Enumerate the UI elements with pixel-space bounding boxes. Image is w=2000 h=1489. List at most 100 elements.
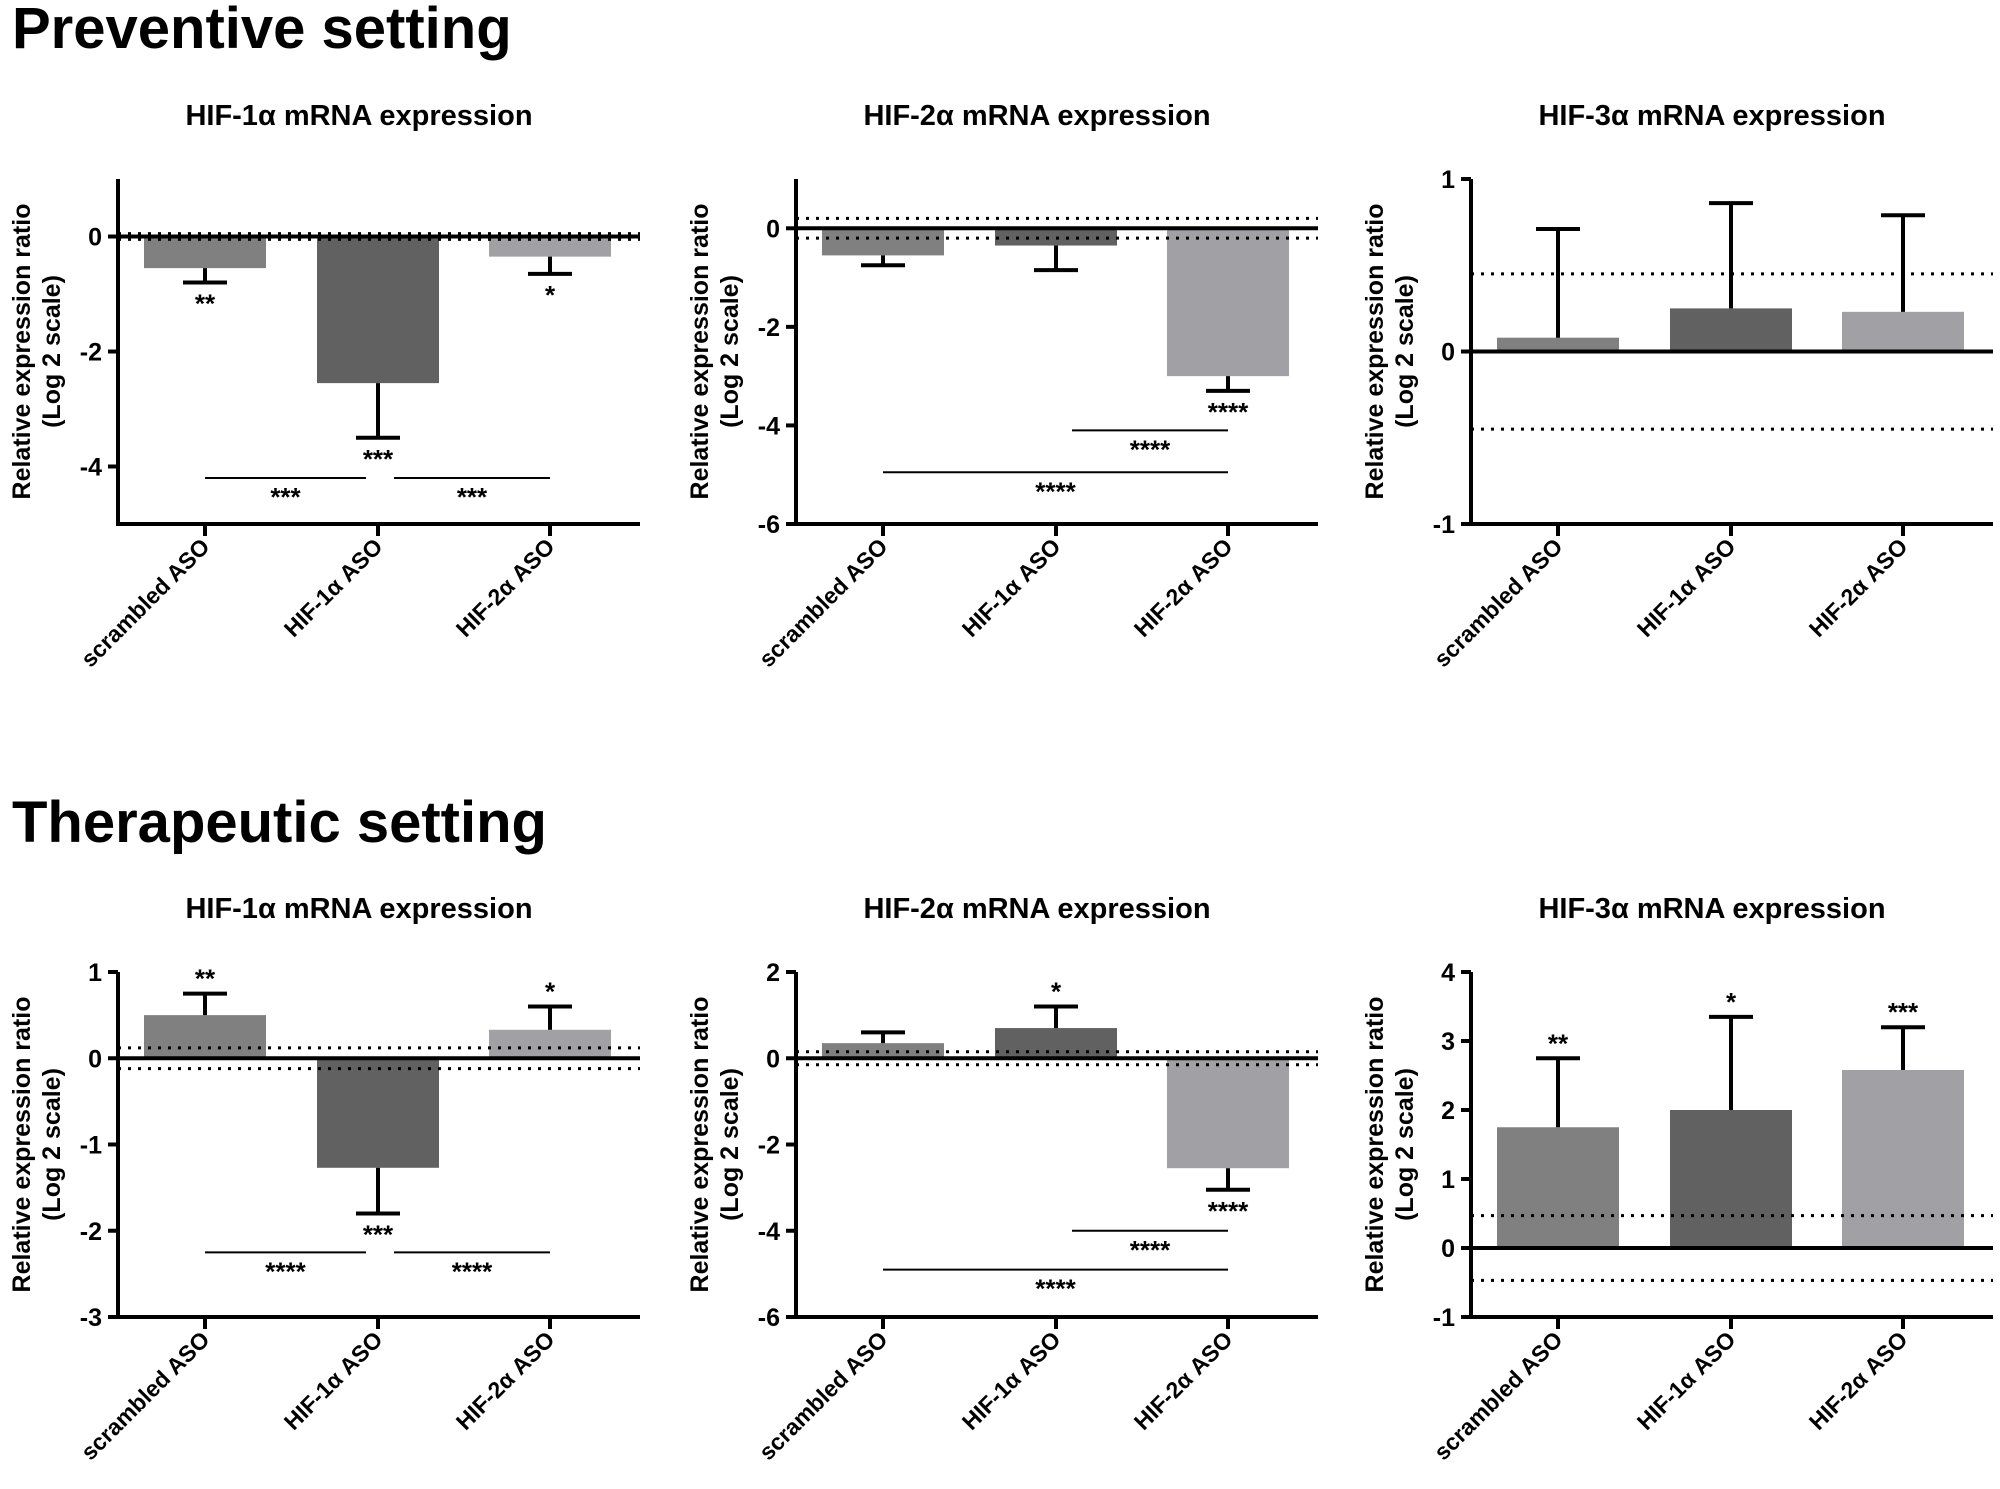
section-title-preventive: Preventive setting [12,0,512,61]
bar [1497,337,1619,352]
y-axis-label-line: (Log 2 scale) [1391,1068,1419,1221]
y-axis-label-line: Relative expression ratio [686,204,714,500]
y-axis-label-line: Relative expression ratio [8,997,36,1293]
x-tick-label: scrambled ASO [76,533,215,672]
chart-title: HIF-1α mRNA expression [185,100,532,132]
y-tick-label: -6 [758,1304,780,1332]
y-axis-label: Relative expression ratio(Log 2 scale) [8,204,66,500]
comparison-significance: **** [1130,434,1171,464]
x-tick-label: scrambled ASO [76,1326,215,1465]
y-axis-label-line: Relative expression ratio [1361,997,1389,1293]
comparison-significance: *** [457,482,488,512]
y-axis-label-line: (Log 2 scale) [716,1068,744,1221]
y-tick-label: -2 [80,1218,102,1246]
chart-title: HIF-1α mRNA expression [185,893,532,925]
y-tick-label: 0 [88,224,102,252]
bar [489,1029,611,1059]
y-tick-label: -2 [758,1132,780,1160]
x-tick-label: HIF-2α ASO [451,533,560,642]
bar [144,236,266,269]
comparison-significance: *** [270,482,301,512]
y-tick-label: 0 [766,1045,780,1073]
y-tick-label: 0 [88,1045,102,1073]
bar [489,236,611,257]
y-axis-label-line: (Log 2 scale) [38,275,66,428]
x-tick-label: HIF-1α ASO [957,1326,1066,1435]
chart-title: HIF-3α mRNA expression [1538,100,1885,132]
x-tick-label: HIF-1α ASO [279,1326,388,1435]
significance-label: ** [195,289,216,319]
chart-title: HIF-2α mRNA expression [863,100,1210,132]
significance-label: *** [363,1220,394,1250]
y-axis-label-line: Relative expression ratio [686,997,714,1293]
significance-label: ** [195,964,216,994]
significance-label: **** [1208,397,1249,427]
bar [1167,1058,1289,1169]
chart-5: HIF-2α mRNA expression Relative expressio… [686,893,1318,1465]
y-axis-label-line: (Log 2 scale) [716,275,744,428]
significance-label: **** [1208,1196,1249,1226]
x-tick-label: HIF-1α ASO [279,533,388,642]
bar [1167,228,1289,377]
bar [317,1058,439,1168]
section-title-therapeutic: Therapeutic setting [12,790,547,855]
y-tick-label: 0 [766,215,780,243]
bar [144,1015,266,1059]
y-tick-label: 0 [1441,1235,1455,1263]
significance-label: * [545,977,556,1007]
y-tick-label: 2 [1441,1097,1455,1125]
y-axis-label: Relative expression ratio(Log 2 scale) [8,997,66,1293]
y-axis-label: Relative expression ratio(Log 2 scale) [686,204,744,500]
y-tick-label: 3 [1441,1028,1455,1056]
x-tick-label: scrambled ASO [754,533,893,672]
chart-title: HIF-3α mRNA expression [1538,893,1885,925]
y-axis-label-line: Relative expression ratio [1361,204,1389,500]
y-axis-label: Relative expression ratio(Log 2 scale) [1361,997,1419,1293]
y-axis-label: Relative expression ratio(Log 2 scale) [1361,204,1419,500]
y-tick-label: -4 [758,412,780,440]
y-tick-label: -4 [80,454,102,482]
x-tick-label: scrambled ASO [1429,533,1568,672]
significance-label: ** [1548,1028,1569,1058]
comparison-significance: **** [1130,1235,1171,1265]
x-tick-label: HIF-2α ASO [1129,1326,1238,1435]
y-tick-label: -1 [80,1132,102,1160]
significance-label: * [545,280,556,310]
y-tick-label: 4 [1441,959,1455,987]
chart-2: HIF-2α mRNA expression Relative expressio… [686,100,1318,672]
comparison-significance: **** [452,1256,493,1286]
x-tick-label: HIF-2α ASO [1804,533,1913,642]
y-tick-label: -2 [80,339,102,367]
y-tick-label: 2 [766,959,780,987]
significance-label: * [1726,987,1737,1017]
y-tick-label: 1 [1441,166,1455,194]
significance-label: * [1051,977,1062,1007]
y-axis-label-line: Relative expression ratio [8,204,36,500]
bar [1842,1069,1964,1248]
y-tick-label: -4 [758,1218,780,1246]
y-tick-label: -2 [758,314,780,342]
chart-title: HIF-2α mRNA expression [863,893,1210,925]
bar [1670,1110,1792,1248]
x-tick-label: HIF-1α ASO [957,533,1066,642]
bar [1670,308,1792,352]
bar [995,1028,1117,1059]
x-tick-label: scrambled ASO [1429,1326,1568,1465]
significance-label: *** [1888,997,1919,1027]
chart-6: HIF-3α mRNA expression Relative expressio… [1361,893,1993,1465]
bar [1842,311,1964,352]
comparison-significance: **** [1035,476,1076,506]
y-tick-label: 0 [1441,339,1455,367]
significance-label: *** [363,444,394,474]
bar [1497,1127,1619,1248]
x-tick-label: HIF-1α ASO [1632,1326,1741,1435]
chart-3: HIF-3α mRNA expression Relative expressio… [1361,100,1993,672]
chart-1: HIF-1α mRNA expression Relative expressio… [8,100,640,672]
y-tick-label: -6 [758,511,780,539]
x-tick-label: scrambled ASO [754,1326,893,1465]
bar [317,236,439,384]
bar [822,228,944,256]
x-tick-label: HIF-2α ASO [451,1326,560,1435]
y-tick-label: 1 [88,959,102,987]
